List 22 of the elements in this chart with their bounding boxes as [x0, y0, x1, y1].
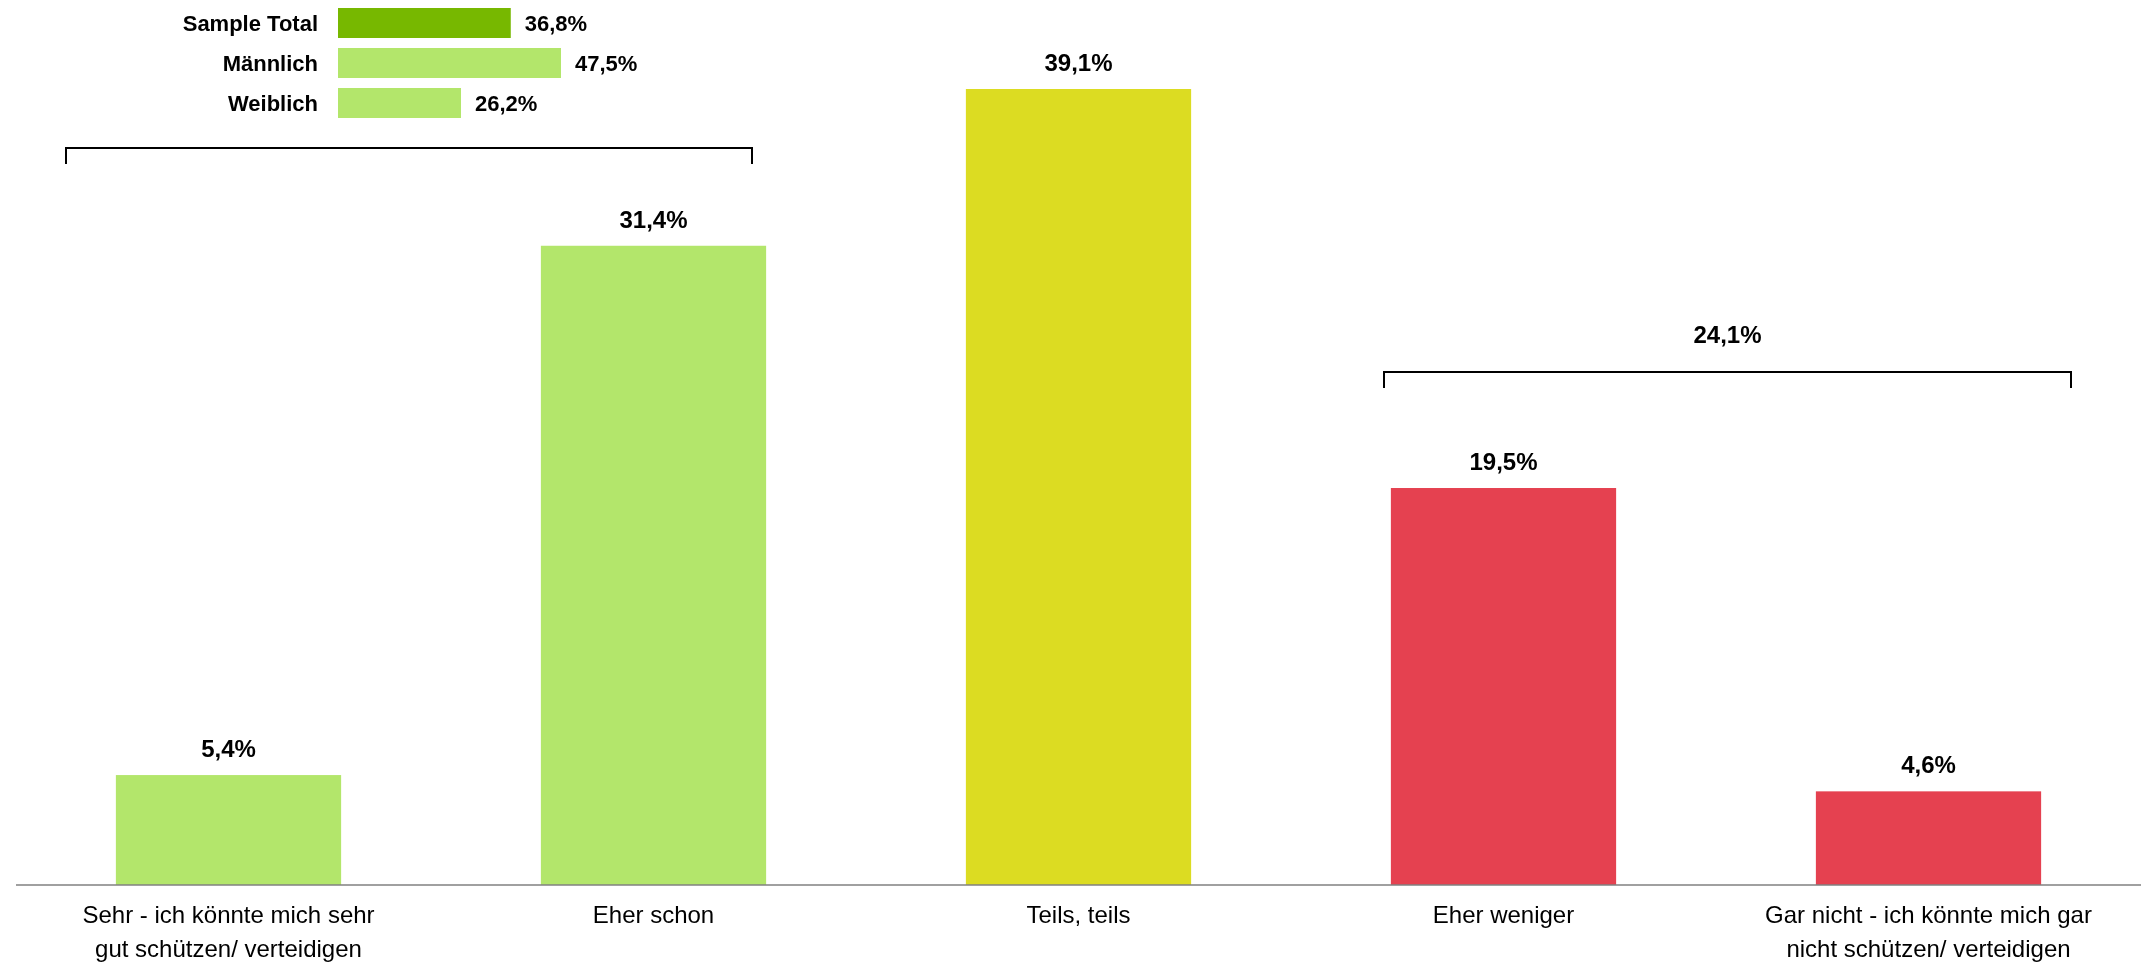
data-label: 26,2%: [475, 90, 538, 116]
data-label: 31,4%: [619, 205, 688, 233]
data-label: 36,8%: [524, 10, 588, 36]
data-label: 39,1%: [1044, 49, 1113, 76]
x-tick-label: Eher schon: [592, 901, 715, 928]
bar: [965, 89, 1192, 885]
y-tick-label: Sample Total: [182, 10, 318, 36]
data-label: 19,5%: [1469, 448, 1538, 476]
y-tick-label: Weiblich: [227, 90, 318, 116]
bar: [1390, 488, 1617, 885]
data-label: 5,4%: [201, 735, 256, 763]
y-tick-label: Männlich: [222, 50, 318, 76]
annotation: 24,1%: [1693, 321, 1762, 348]
bar: [540, 245, 767, 885]
x-tick-label: Teils, teils: [1026, 901, 1131, 928]
bar: [1815, 791, 2042, 885]
bar: [115, 775, 342, 885]
x-tick-label: Sehr - ich könnte mich sehr gut schützen/ verteidigen: [82, 901, 375, 962]
x-tick-label: Gar nicht - ich könnte mich gar nicht schützen/ verteidigen: [1765, 901, 2092, 962]
data-label: 4,6%: [1901, 751, 1956, 779]
data-label: 47,5%: [575, 50, 638, 76]
x-tick-label: Eher weniger: [1432, 901, 1575, 928]
